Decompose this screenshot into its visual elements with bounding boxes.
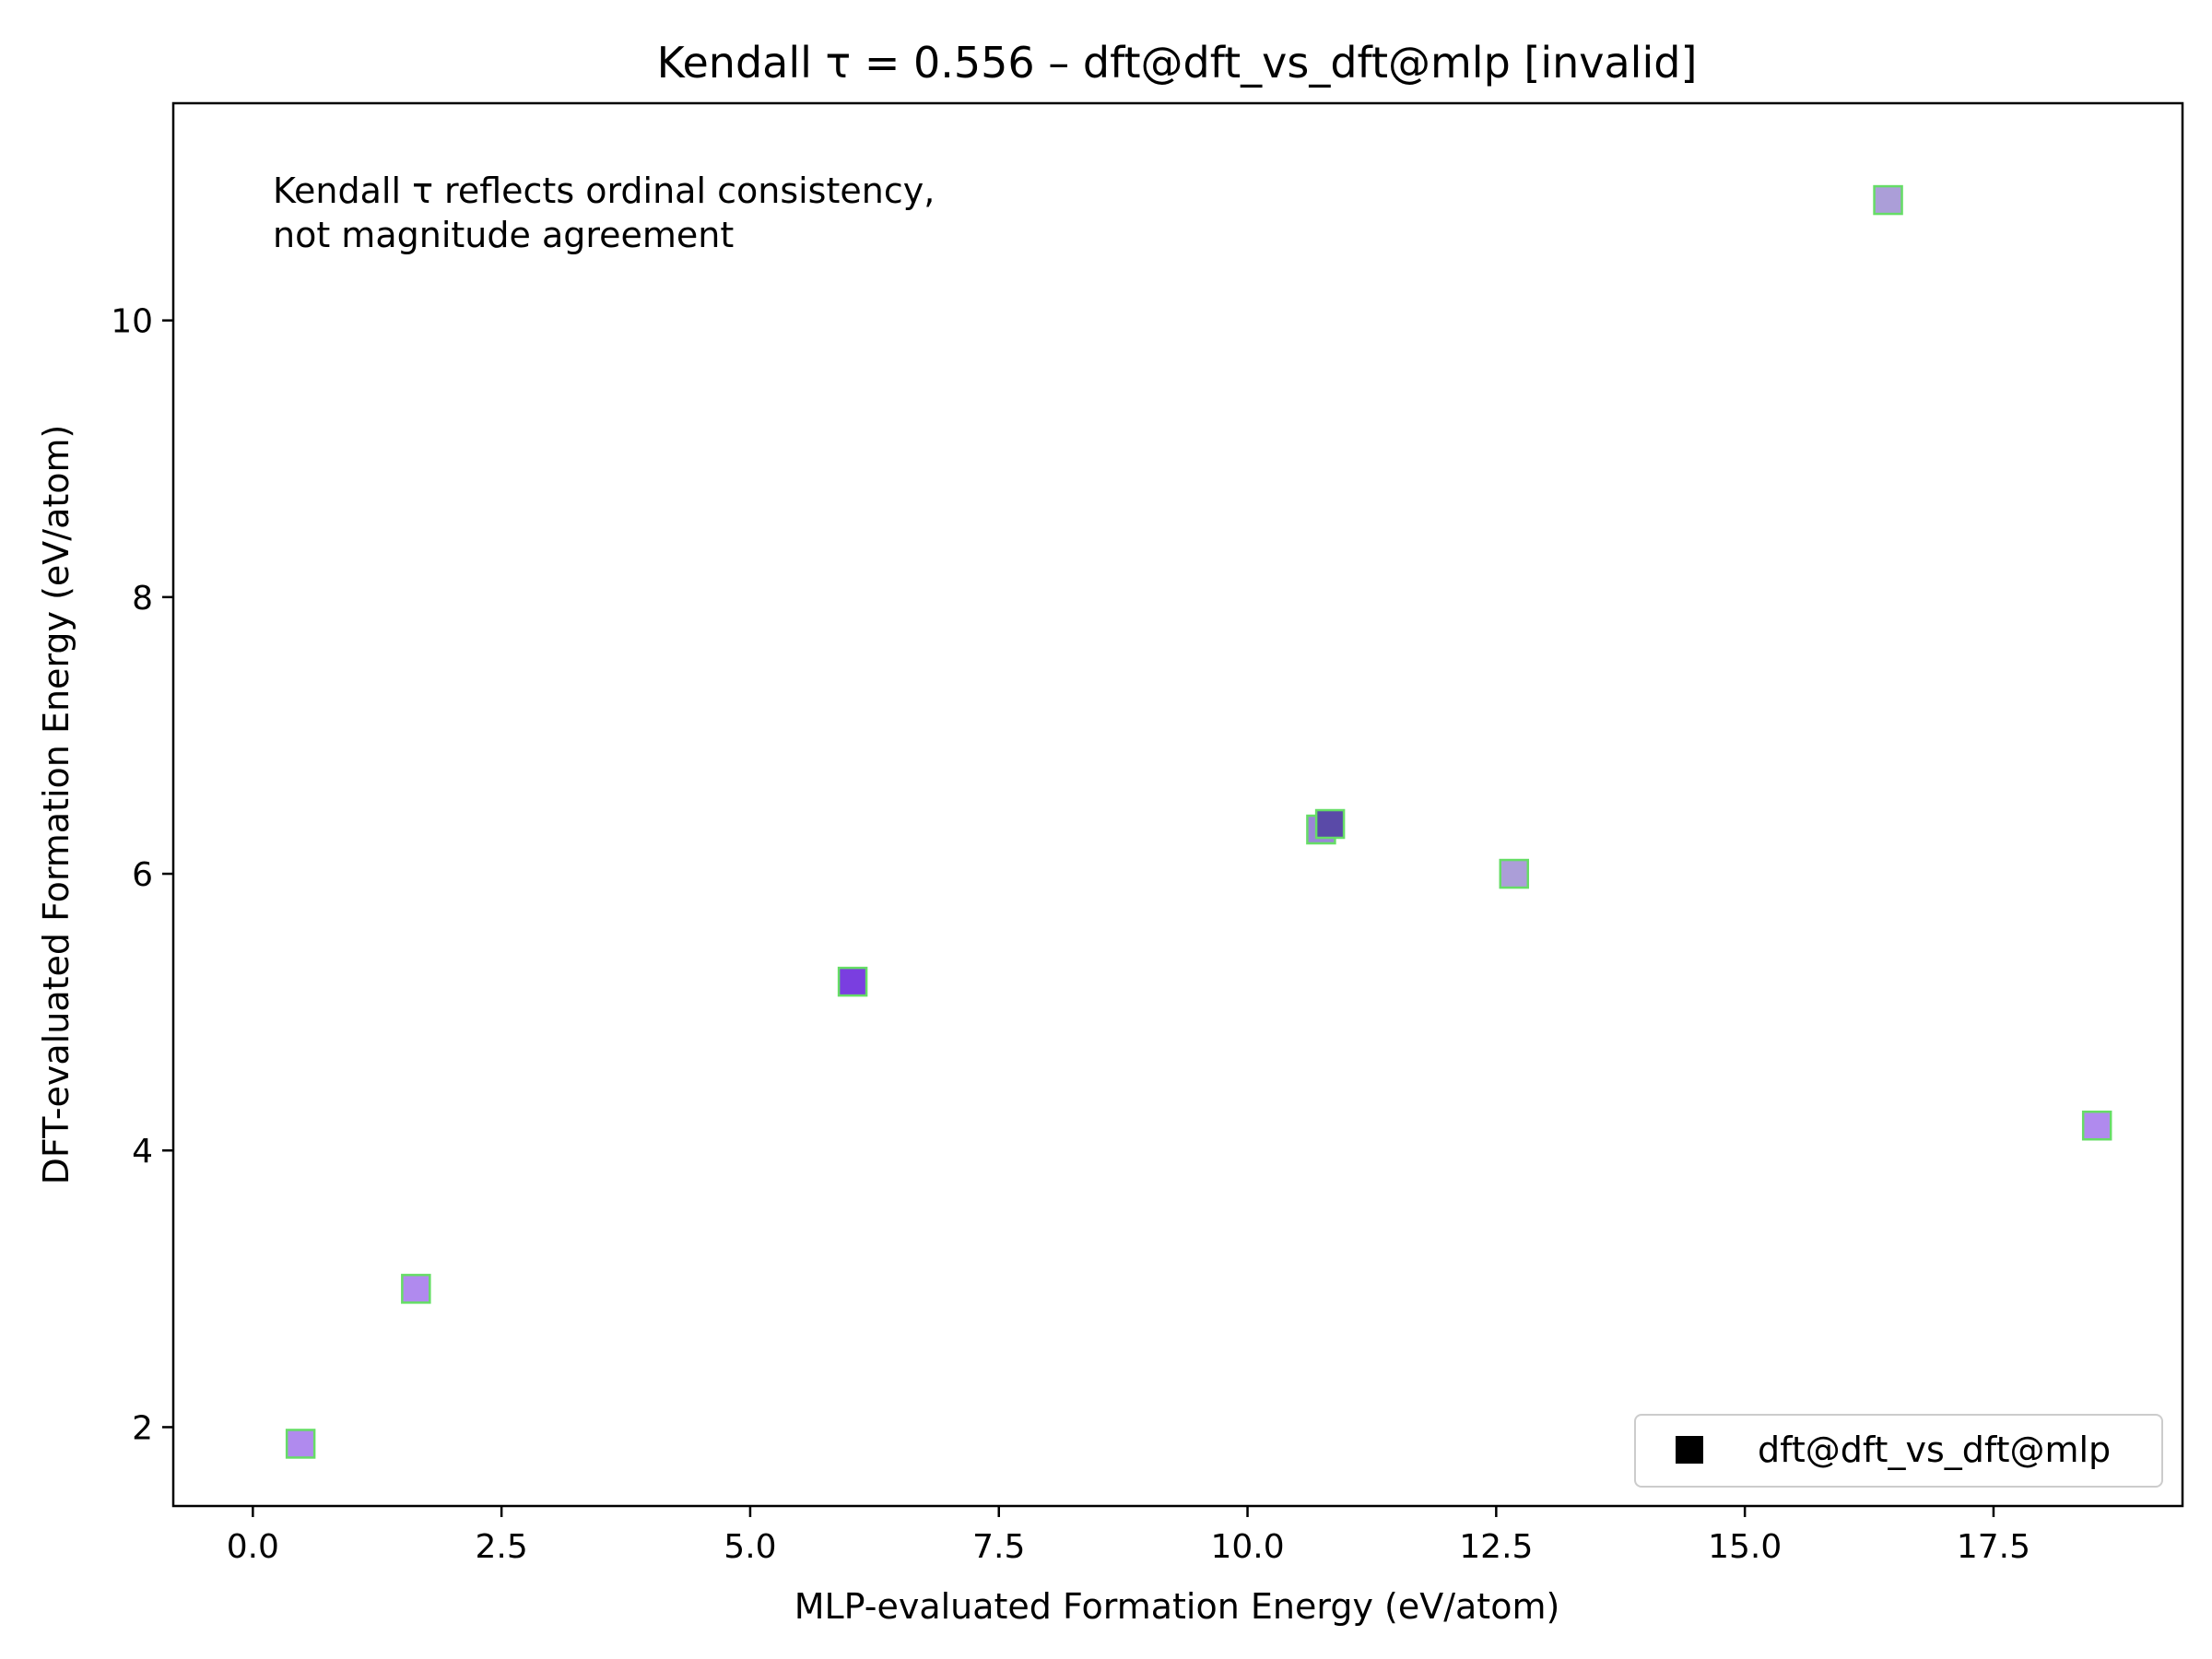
x-axis-ticks: 0.0 2.5 5.0 7.5 10.0 12.5 15.0 17.5 bbox=[227, 1506, 2030, 1566]
y-tick-label: 2 bbox=[132, 1409, 153, 1447]
data-points bbox=[285, 184, 2112, 1459]
x-tick-label: 12.5 bbox=[1459, 1528, 1533, 1566]
annotation-line-1: Kendall τ reflects ordinal consistency, bbox=[273, 171, 935, 211]
y-tick-label: 8 bbox=[132, 580, 153, 618]
data-point bbox=[285, 1429, 316, 1459]
data-point bbox=[401, 1274, 431, 1304]
x-tick-label: 2.5 bbox=[476, 1528, 528, 1566]
legend-label: dft@dft_vs_dft@mlp bbox=[1758, 1430, 2111, 1470]
data-point bbox=[1873, 184, 1903, 216]
y-tick-label: 6 bbox=[132, 856, 153, 894]
x-tick-label: 5.0 bbox=[724, 1528, 776, 1566]
y-axis-ticks: 2 4 6 8 10 bbox=[111, 303, 173, 1447]
y-tick-label: 10 bbox=[111, 303, 153, 341]
y-tick-label: 4 bbox=[132, 1133, 153, 1171]
x-axis-label: MLP-evaluated Formation Energy (eV/atom) bbox=[794, 1586, 1560, 1627]
x-tick-label: 15.0 bbox=[1708, 1528, 1782, 1566]
legend-square-marker bbox=[1676, 1436, 1703, 1464]
annotation-line-2: not magnitude agreement bbox=[273, 215, 734, 255]
legend-box bbox=[1634, 1414, 2163, 1488]
legend: dft@dft_vs_dft@mlp bbox=[1634, 1414, 2163, 1488]
chart-title: Kendall τ = 0.556 – dft@dft_vs_dft@mlp [… bbox=[657, 38, 1698, 88]
y-axis-label: DFT-evaluated Formation Energy (eV/atom) bbox=[36, 425, 76, 1185]
x-tick-label: 10.0 bbox=[1210, 1528, 1284, 1566]
x-tick-label: 0.0 bbox=[227, 1528, 279, 1566]
x-tick-label: 17.5 bbox=[1957, 1528, 2030, 1566]
data-point bbox=[1499, 858, 1530, 889]
plot-frame bbox=[171, 101, 2184, 1508]
data-point bbox=[837, 966, 868, 997]
data-point bbox=[2081, 1110, 2112, 1141]
x-tick-label: 7.5 bbox=[972, 1528, 1025, 1566]
data-point bbox=[1314, 808, 1346, 840]
